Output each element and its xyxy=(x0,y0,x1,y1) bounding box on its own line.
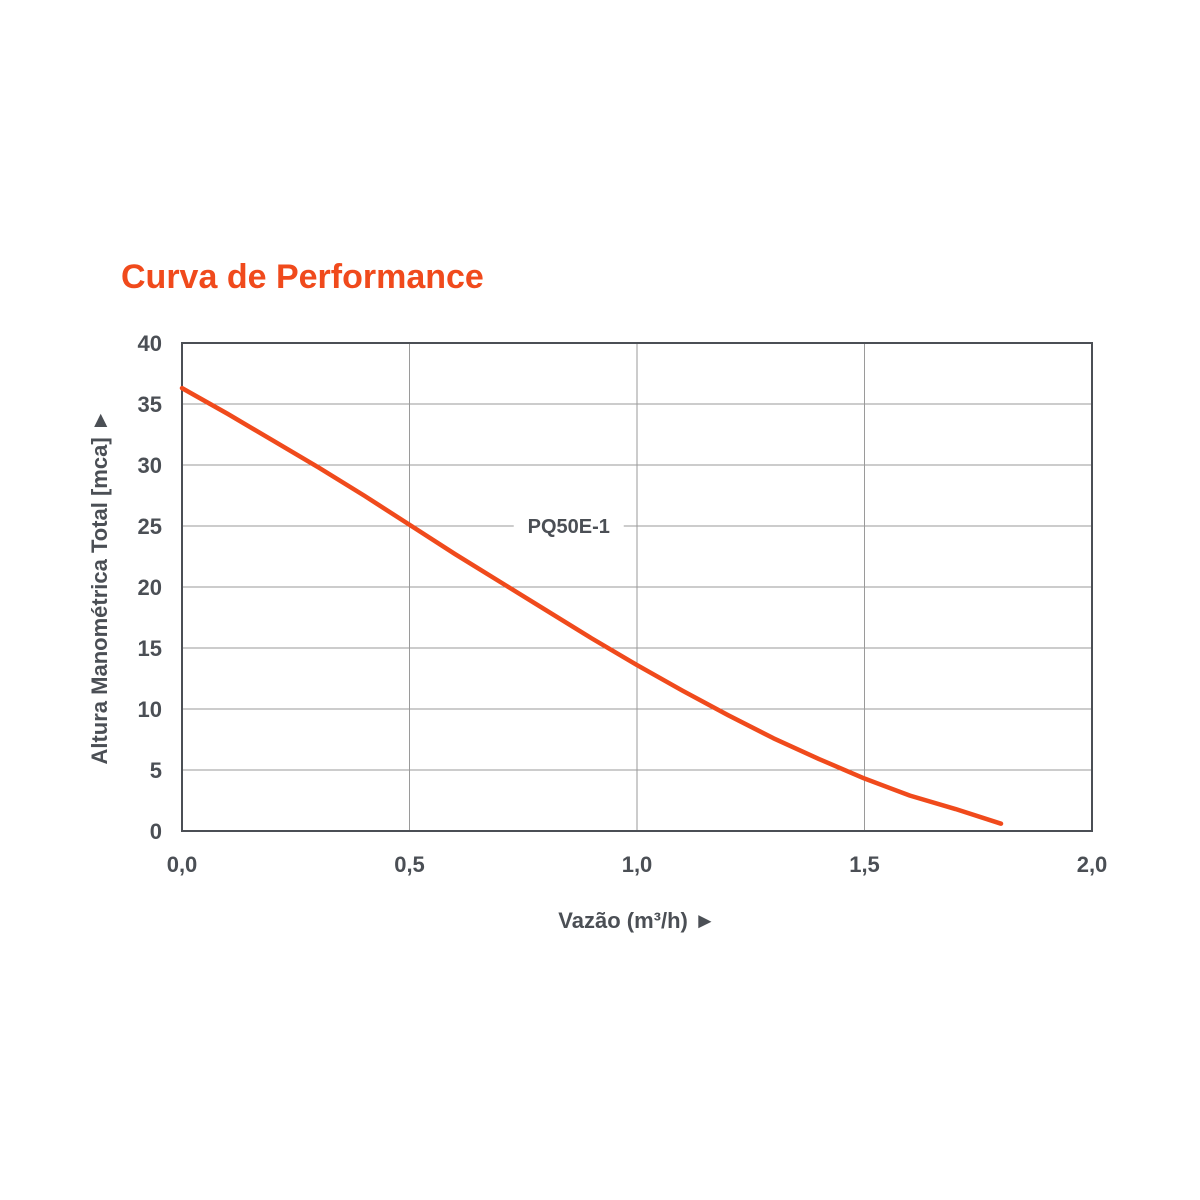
x-tick-labels: 0,0 0,5 1,0 1,5 2,0 xyxy=(167,852,1108,877)
y-tick-label: 25 xyxy=(138,514,162,539)
series-group: PQ50E-1 xyxy=(179,385,1004,826)
grid-lines xyxy=(182,343,1092,831)
plot-frame xyxy=(181,342,1093,832)
series-label: PQ50E-1 xyxy=(528,516,610,538)
y-tick-labels: 0 5 10 15 20 25 30 35 40 xyxy=(138,331,162,844)
x-tick-label: 1,0 xyxy=(622,852,653,877)
y-tick-label: 35 xyxy=(138,392,162,417)
chart-title: Curva de Performance xyxy=(121,258,484,296)
x-tick-label: 0,5 xyxy=(394,852,425,877)
x-tick-label: 1,5 xyxy=(849,852,880,877)
y-tick-label: 40 xyxy=(138,331,162,356)
y-tick-label: 20 xyxy=(138,575,162,600)
y-tick-label: 5 xyxy=(150,758,162,783)
y-tick-label: 0 xyxy=(150,819,162,844)
series-line xyxy=(179,385,1004,826)
x-axis-label: Vazão (m³/h) ► xyxy=(558,908,715,933)
series-label-background xyxy=(513,512,624,540)
x-tick-label: 0,0 xyxy=(167,852,198,877)
y-tick-label: 10 xyxy=(138,697,162,722)
y-axis-label: Altura Manométrica Total [mca] ► xyxy=(87,409,112,764)
x-tick-label: 2,0 xyxy=(1077,852,1108,877)
y-tick-label: 15 xyxy=(138,636,162,661)
y-tick-label: 30 xyxy=(138,453,162,478)
